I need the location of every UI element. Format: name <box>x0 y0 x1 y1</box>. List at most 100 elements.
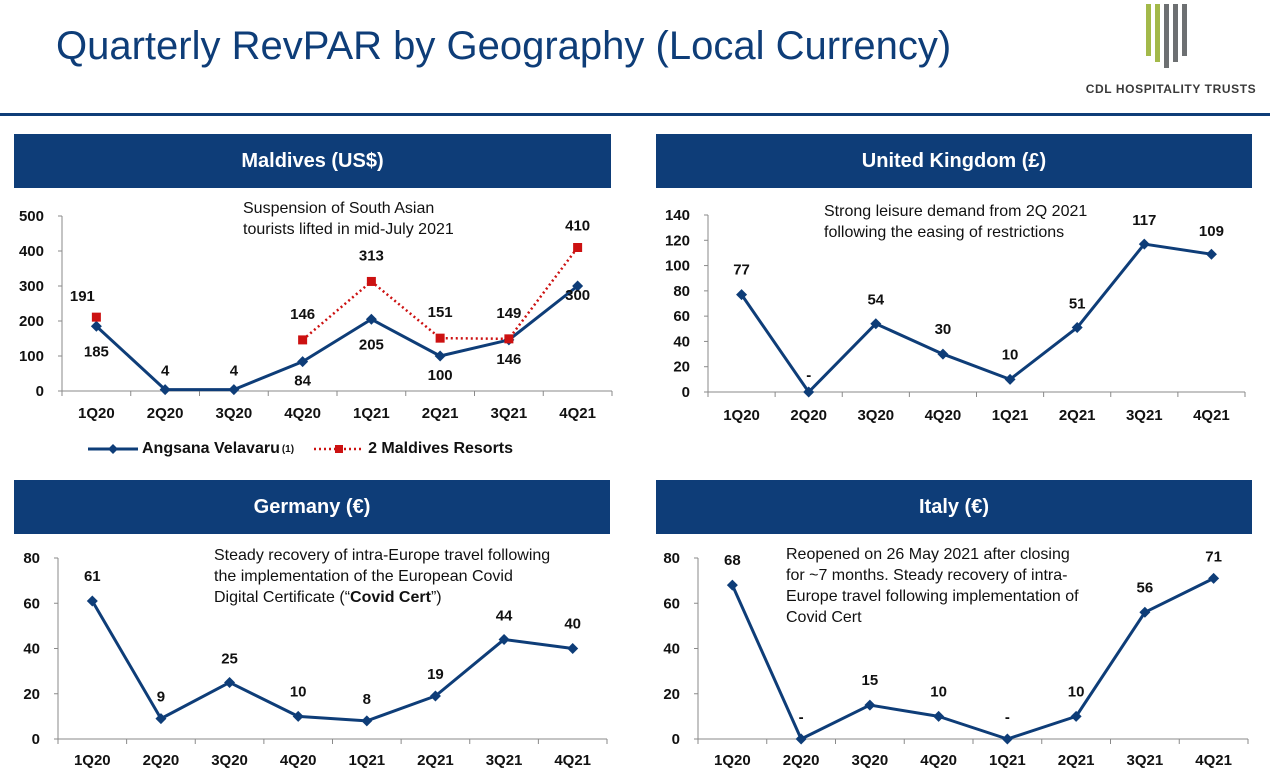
header-divider <box>0 113 1270 116</box>
legend-label-maldives-resorts: 2 Maldives Resorts <box>368 440 514 457</box>
uk-data-label: 117 <box>1132 212 1156 229</box>
italy-data-label: 56 <box>1137 579 1154 596</box>
maldives-series-1-point <box>91 312 101 322</box>
page-title: Quarterly RevPAR by Geography (Local Cur… <box>56 24 952 68</box>
maldives-y-tick-label: 100 <box>19 348 44 365</box>
uk-x-tick-label: 3Q20 <box>857 407 894 424</box>
maldives-data-label: 151 <box>428 304 453 321</box>
maldives-data-label: 149 <box>496 305 521 322</box>
italy-data-label: 68 <box>724 552 741 569</box>
italy-y-tick-label: 80 <box>663 550 680 567</box>
maldives-x-tick-label: 3Q20 <box>216 405 253 422</box>
italy-data-label: 10 <box>930 683 947 700</box>
uk-series-0-point <box>1138 238 1150 250</box>
maldives-data-label: 84 <box>294 373 311 390</box>
maldives-y-tick-label: 400 <box>19 243 44 260</box>
uk-data-label: 54 <box>867 292 884 309</box>
italy-series-0-point <box>1001 733 1013 745</box>
maldives-series-0-point <box>297 356 309 368</box>
note-line: for ~7 months. Steady recovery of intra- <box>786 567 1068 584</box>
maldives-data-label: 4 <box>230 363 239 380</box>
uk-data-label: 109 <box>1199 223 1224 240</box>
italy-series-0-point <box>864 699 876 711</box>
germany-x-tick-label: 3Q21 <box>486 752 523 769</box>
italy-series-0-point <box>1208 572 1220 584</box>
germany-x-tick-label: 2Q20 <box>143 752 180 769</box>
maldives-series-1-point <box>366 276 376 286</box>
maldives-data-label: 313 <box>359 247 384 264</box>
italy-x-tick-label: 1Q21 <box>989 752 1026 769</box>
note-line: the implementation of the European Covid <box>214 568 513 585</box>
italy-y-tick-label: 0 <box>672 731 680 748</box>
italy-x-tick-label: 3Q21 <box>1127 752 1164 769</box>
uk-series-0-line <box>740 242 1212 394</box>
italy-x-tick-label: 2Q21 <box>1058 752 1095 769</box>
maldives-x-tick-label: 1Q20 <box>78 405 115 422</box>
maldives-data-label: 146 <box>496 351 521 368</box>
germany-x-tick-label: 4Q20 <box>280 752 317 769</box>
italy-data-label: 10 <box>1068 683 1085 700</box>
germany-data-label: 10 <box>290 683 307 700</box>
germany-series-0-point <box>429 690 441 702</box>
maldives-series-0-point <box>365 313 377 325</box>
uk-x-tick-label: 2Q20 <box>790 407 827 424</box>
uk-series-0-point <box>736 289 748 301</box>
italy-data-label: - <box>1005 709 1010 726</box>
uk-x-tick-label: 1Q21 <box>992 407 1029 424</box>
germany-series-0-point <box>224 676 236 688</box>
uk-data-label: - <box>806 367 811 384</box>
note-text: Digital Certificate (“ <box>214 589 351 606</box>
uk-y-tick-label: 80 <box>673 283 690 300</box>
note-line: following the easing of restrictions <box>824 224 1065 241</box>
maldives-x-tick-label: 1Q21 <box>353 405 390 422</box>
germany-x-tick-label: 4Q21 <box>554 752 591 769</box>
germany-x-tick-label: 3Q20 <box>211 752 248 769</box>
note-line: Strong leisure demand from 2Q 2021 <box>824 203 1088 220</box>
uk-x-tick-label: 2Q21 <box>1059 407 1096 424</box>
uk-y-tick-label: 140 <box>665 207 690 224</box>
uk-x-tick-label: 4Q20 <box>925 407 962 424</box>
maldives-series-0-line <box>95 284 579 392</box>
maldives-x-tick-label: 4Q21 <box>559 405 596 422</box>
panel-header-maldives: Maldives (US$) <box>14 134 611 188</box>
italy-x-tick-label: 1Q20 <box>714 752 751 769</box>
uk-y-tick-label: 0 <box>682 384 690 401</box>
maldives-series-1-point <box>298 335 308 345</box>
maldives-series-1-point <box>435 333 445 343</box>
brand-logo: CDL HOSPITALITY TRUSTS <box>1076 0 1266 104</box>
germany-series-0-point <box>155 713 167 725</box>
maldives-x-tick-label: 2Q20 <box>147 405 184 422</box>
germany-data-label: 44 <box>496 607 513 624</box>
legend-label-angsana: Angsana Velavaru <box>142 440 280 457</box>
germany-series-0-point <box>86 595 98 607</box>
italy-x-tick-label: 4Q21 <box>1195 752 1232 769</box>
uk-y-tick-label: 60 <box>673 308 690 325</box>
maldives-data-label: 191 <box>70 288 95 305</box>
legend-marker-dotted-icon <box>314 445 365 453</box>
logo-icon <box>1146 4 1187 68</box>
maldives-series-0-point <box>228 384 240 396</box>
uk-data-label: 10 <box>1002 346 1019 363</box>
germany-data-label: 25 <box>221 650 238 667</box>
maldives-y-tick-label: 200 <box>19 313 44 330</box>
maldives-series-1-point <box>504 334 514 344</box>
maldives-y-tick-label: 0 <box>36 383 44 400</box>
uk-y-tick-label: 100 <box>665 258 690 275</box>
germany-y-tick-label: 60 <box>23 595 40 612</box>
italy-series-0-point <box>795 733 807 745</box>
uk-series-0-point <box>870 318 882 330</box>
maldives-y-tick-label: 500 <box>19 208 44 225</box>
panel-maldives: Maldives (US$) <box>14 134 614 464</box>
maldives-series-1-line <box>301 246 579 341</box>
italy-y-tick-label: 60 <box>663 595 680 612</box>
maldives-data-label: 410 <box>565 218 590 235</box>
maldives-series-0-point <box>434 350 446 362</box>
maldives-series-0-point <box>159 384 171 396</box>
uk-series-0-point <box>1004 373 1016 385</box>
uk-x-tick-label: 4Q21 <box>1193 407 1230 424</box>
note-maldives: Suspension of South Asian tourists lifte… <box>243 198 454 240</box>
note-line: Steady recovery of intra-Europe travel f… <box>214 547 551 564</box>
italy-y-tick-label: 20 <box>663 686 680 703</box>
note-line: Suspension of South Asian <box>243 200 435 217</box>
legend-footnote: (1) <box>281 443 295 455</box>
